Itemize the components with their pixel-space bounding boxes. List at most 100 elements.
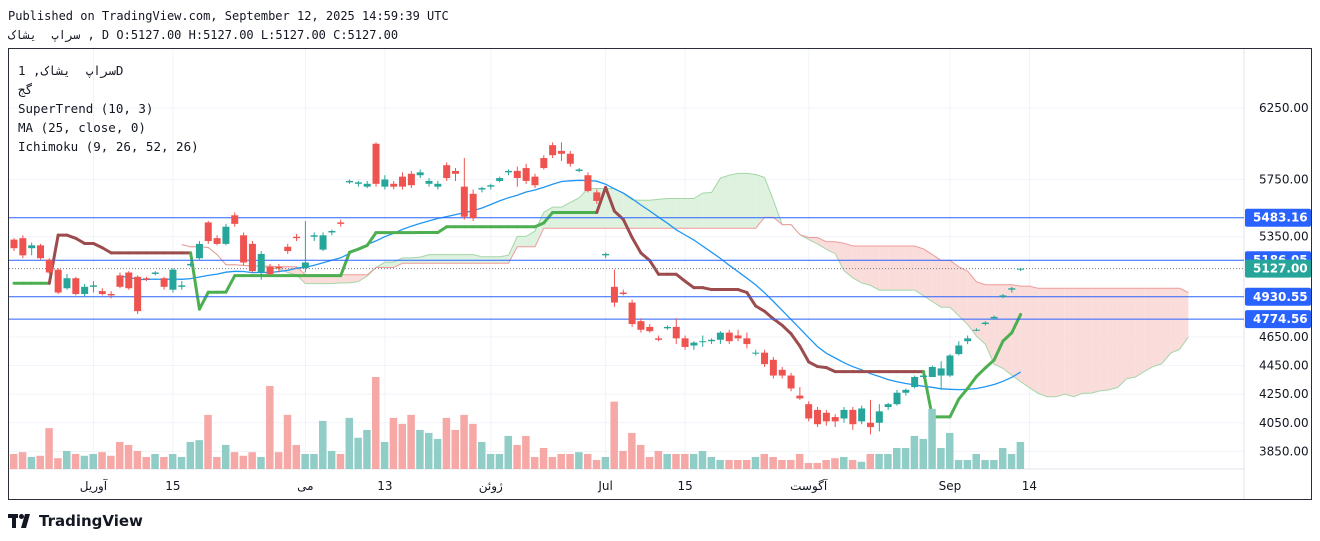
volume-bar xyxy=(513,444,521,469)
candle-body xyxy=(107,293,115,296)
price-tick-label: 3850.00 xyxy=(1259,444,1309,458)
candle-body xyxy=(487,185,495,187)
cloud-segment xyxy=(879,246,889,291)
candle-body xyxy=(98,291,106,294)
legend-exchange: گج xyxy=(18,82,34,97)
candle-body xyxy=(363,183,371,187)
cloud-segment xyxy=(1170,288,1180,354)
cloud-segment xyxy=(1091,288,1101,394)
cloud-segment xyxy=(870,246,880,291)
time-tick-label: آگوست xyxy=(790,478,828,494)
candle-body xyxy=(425,180,433,184)
supertrend-segment xyxy=(100,246,113,255)
candle-body xyxy=(663,326,671,329)
candle-body xyxy=(884,404,892,408)
candle-body xyxy=(19,238,27,256)
cloud-segment xyxy=(1117,288,1127,388)
time-tick-label: 15 xyxy=(677,479,692,493)
legend-symbol: سراپ یشاک, 1D xyxy=(18,63,124,78)
price-tick-label: 6250.00 xyxy=(1259,101,1309,115)
supertrend-segment xyxy=(365,231,378,247)
cloud-segment xyxy=(393,257,403,268)
cloud-segment xyxy=(861,246,871,286)
legend-supertrend[interactable]: SuperTrend (10, 3) xyxy=(18,101,154,116)
supertrend-segment xyxy=(189,251,201,311)
volume-bar xyxy=(530,456,539,469)
time-tick-label: Jul xyxy=(597,479,612,493)
candle-body xyxy=(443,165,451,179)
volume-bar xyxy=(372,377,380,469)
candle-body xyxy=(858,408,866,422)
supertrend-segment xyxy=(674,272,687,283)
cloud-segment xyxy=(914,246,924,296)
candle-body xyxy=(390,183,398,187)
volume-bar xyxy=(380,441,389,469)
grid xyxy=(9,49,1244,469)
volume-bar xyxy=(398,423,407,469)
volume-bar xyxy=(327,450,336,469)
volume-bar xyxy=(910,435,919,469)
volume-bar xyxy=(734,459,742,469)
cloud-segment xyxy=(534,212,544,247)
cloud-segment xyxy=(384,262,394,268)
volume-bar xyxy=(469,423,477,469)
legend-ma[interactable]: MA (25, close, 0) xyxy=(18,120,146,135)
ichimoku-cloud xyxy=(181,173,1189,397)
volume-bar xyxy=(769,456,777,469)
candle-body xyxy=(902,389,910,393)
candle-body xyxy=(999,295,1007,297)
volume-bar xyxy=(168,453,177,469)
candle-body xyxy=(1008,288,1016,290)
candle-body xyxy=(240,235,248,263)
volume-bar xyxy=(566,453,574,469)
ohlc-readout: سراپ یشاک , D O:5127.00 H:5127.00 L:5127… xyxy=(8,28,399,42)
volume-bar xyxy=(18,452,27,469)
volume-bar xyxy=(848,459,857,469)
volume-bar xyxy=(866,453,875,469)
candle-body xyxy=(593,192,601,201)
volume-bar xyxy=(477,441,486,469)
candle-body xyxy=(266,266,274,274)
candle-body xyxy=(346,180,354,183)
cloud-segment xyxy=(941,260,950,308)
volume-bar xyxy=(504,435,512,469)
supertrend xyxy=(12,185,1023,419)
time-tick-label: 15 xyxy=(165,479,180,493)
tradingview-logo[interactable]: TradingView xyxy=(8,511,143,531)
cloud-segment xyxy=(826,241,836,254)
volume-bar xyxy=(442,417,451,469)
candle-body xyxy=(778,369,786,376)
chart-panel[interactable]: 6250.00 5750.00 5350.00 4650.00 4450.00 4250.… xyxy=(8,48,1312,500)
volume-bar xyxy=(310,453,318,469)
candle-body xyxy=(734,335,742,339)
supertrend-segment xyxy=(992,339,1005,362)
volume-bar xyxy=(71,453,80,469)
cloud-segment xyxy=(1002,284,1012,376)
volume-bar xyxy=(230,452,239,469)
time-tick-label: 14 xyxy=(1022,479,1037,493)
candle-body xyxy=(204,222,212,242)
volume-bar xyxy=(36,455,44,469)
cloud-segment xyxy=(976,281,986,345)
supertrend-segment xyxy=(648,259,661,276)
volume-bar xyxy=(681,453,689,469)
cloud-segment xyxy=(446,254,456,264)
supertrend-segment xyxy=(604,185,616,213)
cloud-segment xyxy=(764,177,774,218)
candle-body xyxy=(769,359,777,376)
candle-body xyxy=(460,186,468,217)
cloud-segment xyxy=(897,246,906,291)
volume-bar xyxy=(425,432,433,469)
price-chart[interactable]: 6250.00 5750.00 5350.00 4650.00 4450.00 4250.… xyxy=(9,49,1311,499)
volume-bar xyxy=(142,456,150,469)
candle-body xyxy=(478,188,486,190)
volume-bar xyxy=(945,432,954,469)
cloud-segment xyxy=(667,198,677,229)
volume-bar xyxy=(592,459,601,469)
volume-bar xyxy=(495,453,504,469)
volume-bar xyxy=(27,456,36,469)
legend-ichimoku[interactable]: Ichimoku (9, 26, 52, 26) xyxy=(18,139,199,154)
price-label-badge xyxy=(1245,287,1311,306)
candle-body xyxy=(293,236,301,239)
candle-body xyxy=(231,215,239,224)
